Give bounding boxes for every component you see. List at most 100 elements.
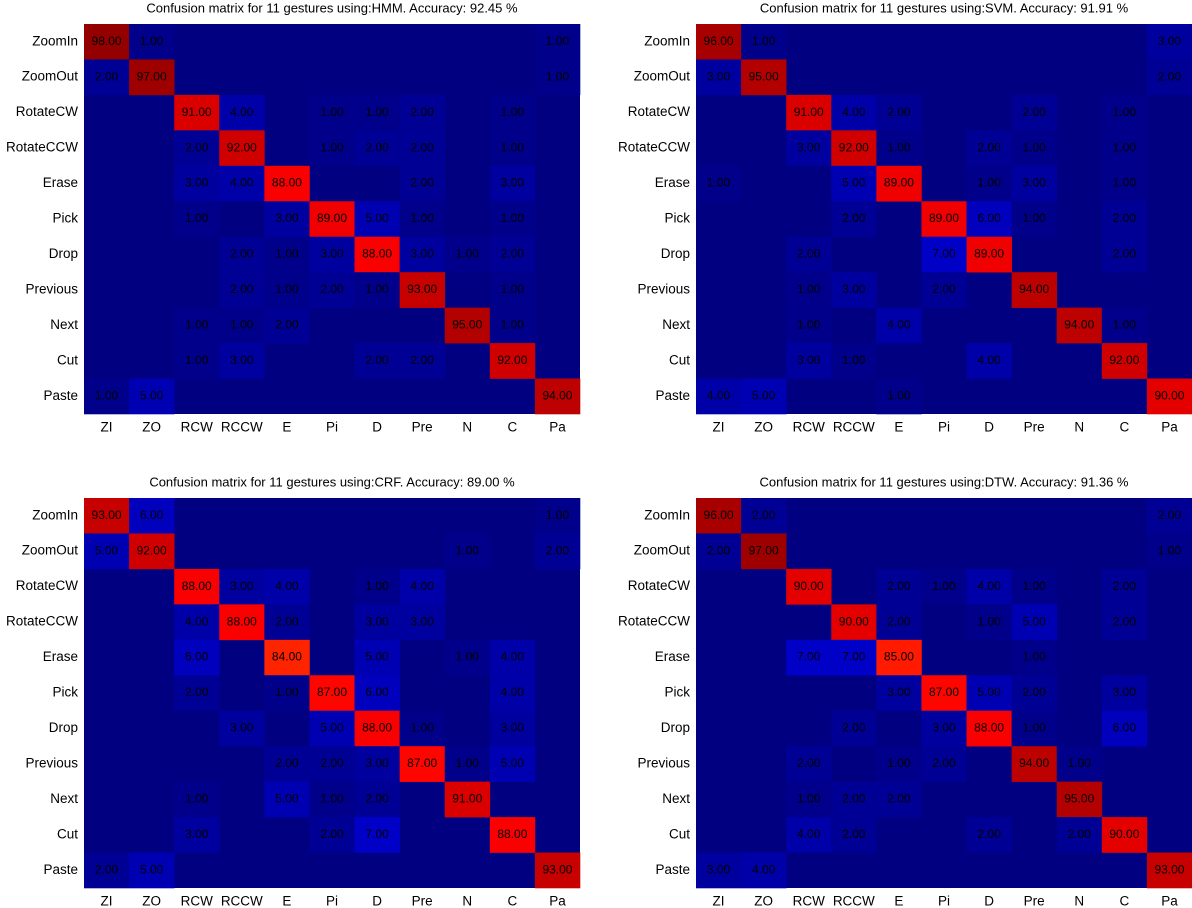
cell-label: 5.00 [365, 650, 389, 664]
cell [1146, 498, 1192, 534]
cell [831, 604, 877, 641]
cell-label: 5.00 [501, 756, 525, 770]
cell-label: 1.00 [185, 211, 209, 225]
cell-label: 5.00 [842, 176, 866, 190]
y-tick-label: RotateCCW [6, 614, 78, 629]
cell-label: 93.00 [1154, 862, 1184, 876]
cell [696, 852, 742, 889]
cell-label: 3.00 [707, 862, 731, 876]
cell [1056, 817, 1103, 853]
cell-label: 97.00 [137, 69, 167, 83]
cell [219, 343, 265, 379]
cell-label: 3.00 [501, 176, 525, 190]
cell-label: 3.00 [797, 140, 821, 154]
cell-label: 1.00 [546, 508, 570, 522]
cell [1011, 746, 1058, 782]
cell-label: 1.00 [1113, 105, 1137, 119]
cell [264, 675, 310, 712]
y-tick-label: ZoomOut [634, 543, 691, 558]
cell-label: 4.00 [797, 827, 821, 841]
cell [1101, 236, 1148, 273]
y-tick-label: Drop [49, 246, 78, 261]
cell-label: 1.00 [707, 176, 731, 190]
cell-label: 1.00 [797, 318, 821, 332]
cell-label: 1.00 [456, 247, 480, 261]
cell [831, 817, 877, 853]
y-tick-label: ZoomOut [22, 543, 79, 558]
x-tick-label: ZI [101, 894, 113, 908]
cell-label: 1.00 [932, 579, 956, 593]
cell-label: 95.00 [1064, 792, 1094, 806]
cell-label: 1.00 [456, 650, 480, 664]
cell [219, 307, 265, 344]
cell [534, 498, 581, 534]
x-tick-label: RCW [793, 894, 825, 908]
y-tick-label: Erase [655, 649, 690, 664]
cell [354, 746, 400, 782]
cell [489, 817, 536, 853]
x-tick-label: E [282, 420, 291, 435]
cell [831, 201, 877, 238]
cell-label: 2.00 [1113, 614, 1137, 628]
cell [129, 378, 175, 415]
cell-label: 3.00 [887, 685, 911, 699]
cell-label: 2.00 [230, 247, 254, 261]
cell [174, 130, 220, 167]
cell-label: 2.00 [1023, 685, 1047, 699]
cell-label: 98.00 [92, 34, 122, 48]
cell [444, 746, 491, 782]
cell-label: 87.00 [317, 685, 347, 699]
y-tick-label: Next [662, 317, 690, 332]
cell [741, 498, 787, 534]
cell [264, 307, 310, 344]
cell-label: 92.00 [1109, 353, 1139, 367]
cell-label: 2.00 [842, 721, 866, 735]
cell-label: 1.00 [365, 105, 389, 119]
x-tick-label: D [372, 894, 382, 908]
cell [1101, 675, 1148, 712]
cell [966, 343, 1012, 379]
cell-label: 1.00 [365, 282, 389, 296]
cell-label: 2.00 [887, 792, 911, 806]
cell [786, 130, 832, 167]
cell [309, 710, 355, 747]
x-tick-label: Pre [1024, 894, 1045, 908]
cell-label: 87.00 [929, 685, 959, 699]
cell-label: 4.00 [411, 579, 435, 593]
cell [1146, 852, 1192, 889]
cell [921, 746, 967, 782]
cell [921, 568, 967, 605]
cell [444, 307, 491, 344]
cell-label: 5.00 [752, 388, 776, 402]
cell [489, 236, 536, 273]
y-tick-label: Pick [664, 211, 690, 226]
cell [174, 307, 220, 344]
cell-label: 7.00 [932, 247, 956, 261]
cell [264, 639, 310, 676]
cell-label: 2.00 [1113, 579, 1137, 593]
cell [129, 24, 175, 60]
cell-label: 2.00 [411, 105, 435, 119]
cell-label: 1.00 [752, 34, 776, 48]
cell [786, 568, 832, 605]
chart-title: Confusion matrix for 11 gestures using:S… [760, 0, 1129, 15]
cell-label: 2.00 [275, 614, 299, 628]
x-tick-label: ZO [142, 894, 161, 908]
cell [831, 272, 877, 308]
cell [174, 568, 220, 605]
cell-label: 3.00 [1113, 685, 1137, 699]
cell-label: 2.00 [1113, 247, 1137, 261]
cell [534, 24, 581, 60]
x-tick-label: Pre [412, 894, 433, 908]
cell-label: 3.00 [842, 282, 866, 296]
cell-label: 1.00 [1113, 176, 1137, 190]
cell [399, 343, 446, 379]
x-tick-label: Pi [938, 420, 950, 435]
cell-label: 1.00 [1113, 140, 1137, 154]
cell-label: 1.00 [1023, 650, 1047, 664]
y-tick-label: Pick [52, 211, 78, 226]
cell-label: 1.00 [185, 318, 209, 332]
cell-label: 1.00 [977, 176, 1001, 190]
cell [309, 201, 355, 238]
cell [876, 675, 922, 712]
